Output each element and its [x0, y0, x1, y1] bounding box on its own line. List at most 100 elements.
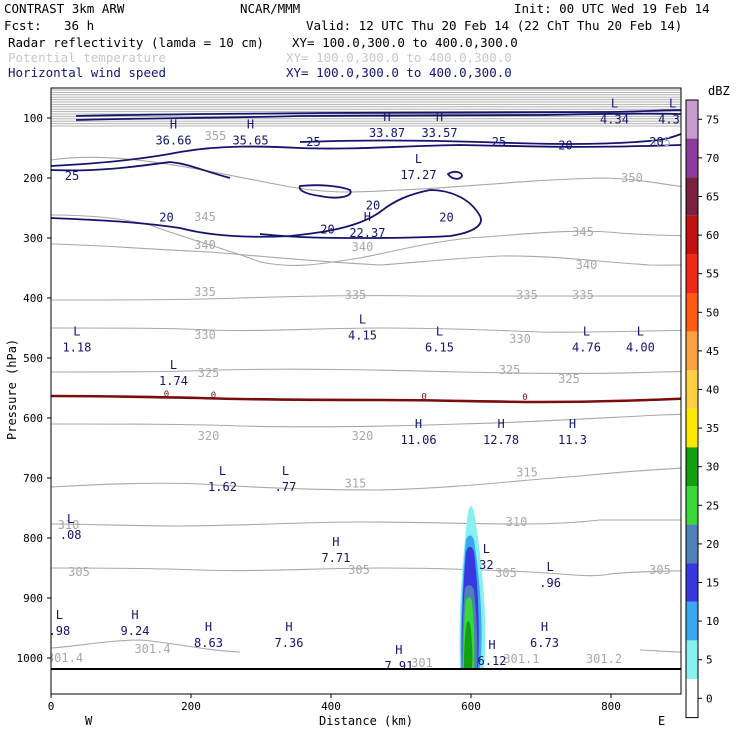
surface-theta-label: 301.4 — [47, 651, 83, 665]
high-marker: H 7.36 — [275, 620, 304, 650]
wind-label: 20 — [320, 223, 334, 237]
extrema-value: 36.66 — [155, 134, 191, 148]
extrema-letter: L — [359, 313, 366, 327]
colorbar-swatch — [686, 447, 698, 486]
colorbar-label: 0 — [706, 692, 713, 705]
theta-label: 325 — [499, 363, 521, 377]
high-marker: H 6.73 — [530, 620, 559, 650]
low-marker: L 6.15 — [425, 325, 454, 355]
low-marker: L 4.76 — [572, 325, 601, 355]
surface-theta-labels: 301.4 301.4 301.1 301.2 301 — [47, 642, 622, 670]
extrema-letter: L — [637, 325, 644, 339]
colorbar-swatch — [686, 293, 698, 332]
extrema-value: 7.91 — [384, 659, 413, 673]
zero-line-label: 0 — [421, 392, 426, 402]
wind-contour-25-north — [51, 144, 681, 167]
theta-label: 335 — [516, 288, 538, 302]
colorbar-label: 55 — [706, 268, 719, 281]
theta-label: 355 — [649, 135, 671, 149]
x-axis: 0 200 400 600 800 — [48, 694, 621, 713]
extrema-value: 35.65 — [232, 134, 268, 148]
theta-label: 310 — [58, 518, 80, 532]
theta-label: 305 — [68, 565, 90, 579]
wind-label: 25 — [65, 169, 79, 183]
theta-label: 340 — [352, 240, 374, 254]
colorbar-label: 50 — [706, 306, 719, 319]
y-tick-label: 600 — [23, 412, 43, 425]
zero-line-label: 0 — [211, 391, 216, 401]
theta-contour-335 — [51, 295, 681, 301]
colorbar-label: 25 — [706, 499, 719, 512]
x-axis-west-label: W — [85, 714, 93, 728]
extrema-letter: L — [73, 325, 80, 339]
colorbar-label: 10 — [706, 615, 719, 628]
theta-label: 315 — [516, 466, 538, 480]
wind-contour-20-inner — [298, 184, 352, 199]
extrema-value: 17.27 — [400, 168, 436, 182]
extrema-letter: L — [546, 560, 553, 574]
extrema-value: .98 — [49, 624, 71, 638]
low-marker: L 4.32 — [658, 97, 687, 127]
colorbar-swatch — [686, 254, 698, 293]
field3-xy: XY= 100.0,300.0 to 400.0,300.0 — [286, 65, 512, 80]
colorbar-unit: dBZ — [708, 84, 730, 98]
surface-theta-label: 301.2 — [586, 652, 622, 666]
colorbar-label: 60 — [706, 229, 719, 242]
extrema-letter: L — [483, 542, 490, 556]
low-marker: L 1.18 — [62, 325, 91, 355]
colorbar-swatch — [686, 100, 698, 139]
extrema-value: 33.57 — [421, 126, 457, 140]
colorbar-label: 45 — [706, 345, 719, 358]
extrema-letter: L — [611, 97, 618, 111]
low-marker: L 4.00 — [626, 325, 655, 355]
x-tick-label: 200 — [181, 700, 201, 713]
extrema-letter: H — [488, 638, 495, 652]
x-tick-label: 400 — [321, 700, 341, 713]
low-marker: L .77 — [275, 464, 297, 494]
wind-contour-small-loop — [446, 170, 463, 180]
theta-label: 345 — [572, 225, 594, 239]
high-marker: H 11.06 — [400, 417, 436, 447]
reflectivity-plume — [459, 506, 486, 668]
high-marker: H 33.87 — [369, 110, 405, 140]
wind-contour-upper-jet — [75, 109, 681, 117]
extrema-value: 6.73 — [530, 636, 559, 650]
y-tick-label: 100 — [23, 112, 43, 125]
colorbar-swatch — [686, 486, 698, 525]
extrema-letter: H — [436, 110, 443, 124]
extrema-value: 11.06 — [400, 433, 436, 447]
low-marker: L 4.34 — [600, 97, 629, 127]
colorbar-swatch — [686, 215, 698, 255]
extrema-letter: L — [415, 152, 422, 166]
extrema-value: 1.62 — [208, 480, 237, 494]
wind-contour-20-north — [299, 133, 681, 145]
colorbar-swatch — [686, 679, 698, 718]
y-tick-label: 200 — [23, 172, 43, 185]
low-marker: L .96 — [539, 560, 561, 590]
fcst-label: Fcst: — [4, 18, 42, 33]
y-axis-label: Pressure (hPa) — [5, 339, 19, 440]
theta-stratosphere-lines — [51, 89, 681, 127]
extrema-letter: L — [669, 97, 676, 111]
surface-theta-label: 301.4 — [134, 642, 170, 656]
extrema-value: 4.32 — [658, 113, 687, 127]
theta-label: 350 — [621, 171, 643, 185]
colorbar-label: 5 — [706, 654, 713, 667]
theta-label: 320 — [352, 429, 374, 443]
extrema-value: 1.18 — [62, 341, 91, 355]
extrema-letter: H — [569, 417, 576, 431]
colorbar-swatch — [686, 524, 698, 564]
extrema-value: .08 — [60, 528, 82, 542]
y-tick-label: 800 — [23, 532, 43, 545]
colorbar-label: 35 — [706, 422, 719, 435]
field3-name: Horizontal wind speed — [8, 65, 166, 80]
colorbar-swatch — [686, 177, 698, 216]
extrema-letter: H — [497, 417, 504, 431]
low-marker: L 1.62 — [208, 464, 237, 494]
high-marker: H 6.12 — [478, 638, 507, 668]
high-marker: H 36.66 — [155, 118, 191, 148]
low-marker: L 17.27 — [400, 152, 436, 182]
extrema-value: 4.76 — [572, 341, 601, 355]
extrema-letter: L — [170, 358, 177, 372]
